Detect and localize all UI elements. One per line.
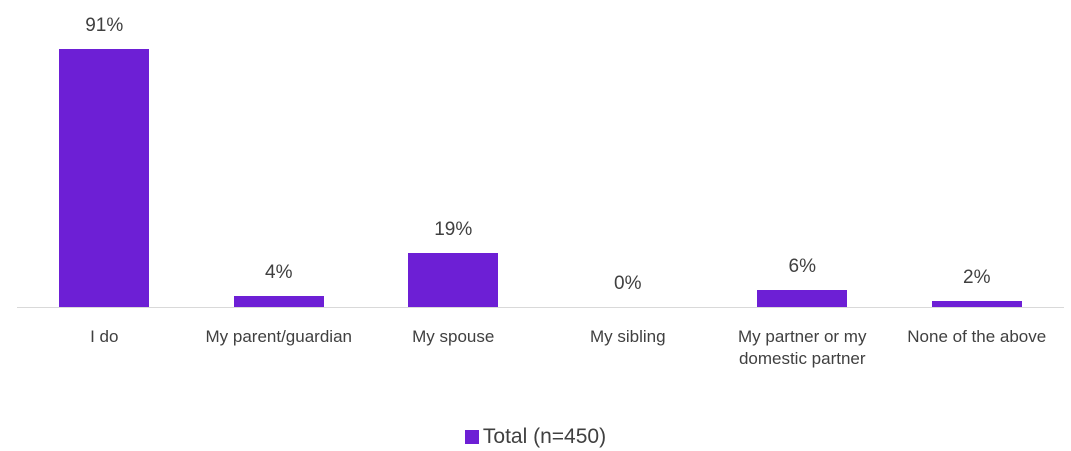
legend-swatch: [464, 430, 479, 444]
value-label: 2%: [963, 267, 991, 289]
value-label: 91%: [85, 14, 124, 36]
x-tick-label: My parent/guardian: [205, 327, 352, 346]
x-tick-label: My sibling: [589, 327, 666, 346]
legend-label: Total (n=450): [482, 425, 607, 448]
x-tick-label: My partner or my domestic partner: [738, 327, 867, 368]
legend: Total (n=450): [0, 425, 1071, 449]
bar: [757, 289, 848, 307]
value-label: 0%: [614, 273, 642, 294]
bar: [408, 253, 499, 307]
x-tick-label: None of the above: [907, 327, 1047, 346]
x-tick-label: My spouse: [412, 327, 495, 346]
bar: [233, 295, 324, 307]
value-label: 19%: [434, 219, 473, 241]
value-label: 4%: [265, 261, 293, 283]
bar: [931, 301, 1022, 307]
bar: [59, 48, 150, 307]
axis-line: [17, 307, 1064, 308]
x-tick-label: I do: [90, 327, 119, 346]
value-label: 6%: [788, 255, 816, 277]
